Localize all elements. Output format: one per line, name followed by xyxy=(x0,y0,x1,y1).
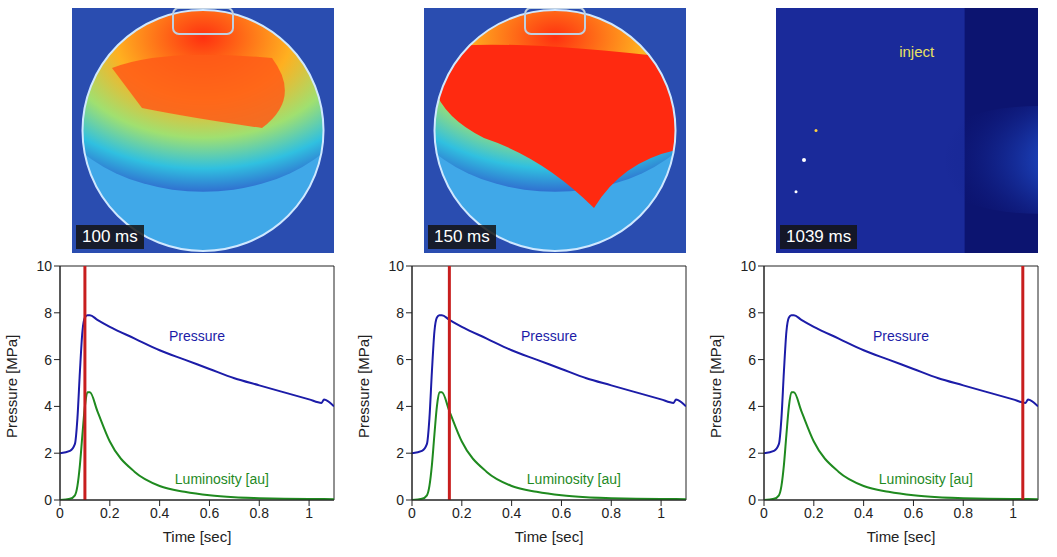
svg-text:1: 1 xyxy=(657,505,665,521)
svg-text:Pressure: Pressure xyxy=(873,328,929,344)
svg-text:0.4: 0.4 xyxy=(854,505,874,521)
html-text:150 ms: 150 ms xyxy=(434,227,490,246)
svg-text:4: 4 xyxy=(748,398,756,414)
svg-text:1: 1 xyxy=(1009,505,1017,521)
svg-text:Time [sec]: Time [sec] xyxy=(867,528,936,545)
svg-text:6: 6 xyxy=(748,352,756,368)
html-text:1039 ms: 1039 ms xyxy=(786,227,852,246)
svg-text:Time [sec]: Time [sec] xyxy=(163,528,232,545)
html-text:100 ms: 100 ms xyxy=(82,227,138,246)
svg-text:0: 0 xyxy=(760,505,768,521)
svg-text:0.6: 0.6 xyxy=(904,505,924,521)
svg-text:Pressure: Pressure xyxy=(169,328,225,344)
svg-text:4: 4 xyxy=(44,398,52,414)
svg-text:1: 1 xyxy=(305,505,313,521)
svg-text:Luminosity [au]: Luminosity [au] xyxy=(527,471,621,487)
svg-text:inject: inject xyxy=(899,43,935,60)
svg-text:0.8: 0.8 xyxy=(250,505,270,521)
svg-text:0.8: 0.8 xyxy=(602,505,622,521)
svg-text:0: 0 xyxy=(748,492,756,508)
svg-text:0: 0 xyxy=(56,505,64,521)
svg-text:0: 0 xyxy=(396,492,404,508)
svg-text:6: 6 xyxy=(396,352,404,368)
svg-text:0.4: 0.4 xyxy=(150,505,170,521)
svg-text:2: 2 xyxy=(396,445,404,461)
svg-text:0.6: 0.6 xyxy=(552,505,572,521)
svg-text:Pressure [MPa]: Pressure [MPa] xyxy=(3,335,20,438)
svg-text:10: 10 xyxy=(36,258,52,274)
svg-text:Pressure [MPa]: Pressure [MPa] xyxy=(707,335,724,438)
svg-text:8: 8 xyxy=(396,305,404,321)
svg-text:0.2: 0.2 xyxy=(100,505,120,521)
svg-text:Pressure: Pressure xyxy=(521,328,577,344)
svg-text:6: 6 xyxy=(44,352,52,368)
svg-text:0.4: 0.4 xyxy=(502,505,522,521)
svg-text:2: 2 xyxy=(44,445,52,461)
svg-text:Time [sec]: Time [sec] xyxy=(515,528,584,545)
svg-text:0: 0 xyxy=(408,505,416,521)
svg-text:0.2: 0.2 xyxy=(452,505,472,521)
svg-text:0.8: 0.8 xyxy=(954,505,974,521)
svg-text:10: 10 xyxy=(740,258,756,274)
svg-text:0.2: 0.2 xyxy=(804,505,824,521)
svg-text:0: 0 xyxy=(44,492,52,508)
svg-text:4: 4 xyxy=(396,398,404,414)
svg-text:Pressure [MPa]: Pressure [MPa] xyxy=(355,335,372,438)
svg-text:2: 2 xyxy=(748,445,756,461)
svg-text:10: 10 xyxy=(388,258,404,274)
svg-text:Luminosity [au]: Luminosity [au] xyxy=(879,471,973,487)
svg-text:Luminosity [au]: Luminosity [au] xyxy=(175,471,269,487)
svg-text:0.6: 0.6 xyxy=(200,505,220,521)
svg-text:8: 8 xyxy=(44,305,52,321)
svg-text:8: 8 xyxy=(748,305,756,321)
